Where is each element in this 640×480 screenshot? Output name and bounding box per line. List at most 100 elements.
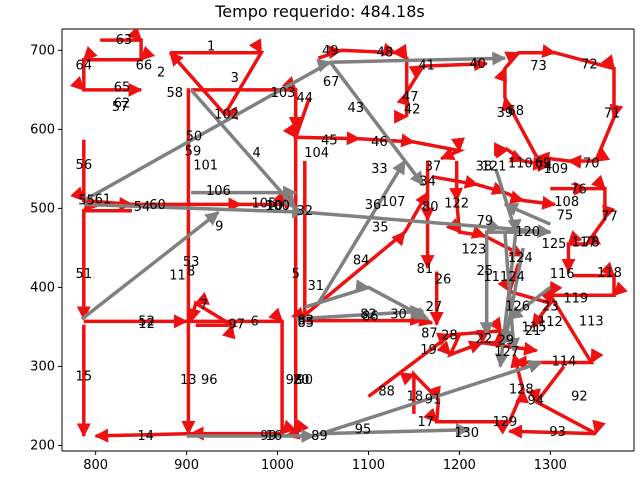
node-label: 25 [477, 264, 494, 279]
node-label: 102 [214, 107, 239, 122]
node-label: 128 [509, 382, 534, 397]
y-tick-label: 400 [30, 280, 55, 295]
travel-segment [304, 279, 429, 321]
node-label: 49 [322, 44, 339, 59]
y-tick-label: 600 [30, 122, 55, 137]
node-label: 73 [530, 59, 547, 74]
node-label: 36 [365, 198, 382, 213]
travel-segment [322, 423, 470, 438]
node-label: 66 [136, 58, 153, 73]
x-tick-label: 1300 [534, 458, 567, 473]
route-segment [493, 44, 624, 169]
node-label: 21 [525, 324, 542, 339]
node-label: 127 [494, 345, 519, 360]
node-label: 69 [535, 156, 552, 171]
node-label: 115 [522, 321, 547, 336]
node-label: 27 [426, 300, 443, 315]
node-label: 44 [297, 91, 314, 106]
route-segment [168, 38, 265, 121]
route-segment [436, 334, 484, 358]
node-label: 94 [528, 393, 545, 408]
node-label: 45 [321, 133, 338, 148]
travel-segment [313, 359, 543, 438]
node-label: 100 [265, 199, 290, 214]
node-label: 71 [604, 107, 621, 122]
node-label: 82 [360, 307, 377, 322]
node-label: 8 [187, 265, 195, 280]
node-label: 85 [297, 316, 314, 331]
node-label: 67 [323, 75, 340, 90]
node-label: 111 [483, 270, 508, 285]
node-label: 20 [293, 373, 310, 388]
route-segment [508, 365, 606, 439]
node-label: 65 [114, 80, 131, 95]
node-label: 104 [304, 146, 329, 161]
node-label: 121 [482, 160, 507, 175]
node-label: 86 [362, 310, 379, 325]
node-label: 77 [601, 209, 618, 224]
node-label: 40 [469, 57, 486, 72]
node-label: 89 [311, 429, 328, 444]
node-label: 119 [563, 291, 588, 306]
node-label: 30 [390, 307, 407, 322]
node-label: 9 [215, 220, 223, 235]
node-label: 59 [185, 144, 202, 159]
node-label: 103 [271, 86, 296, 101]
node-label: 87 [421, 326, 438, 341]
travel-segment [80, 210, 220, 321]
node-label: 58 [166, 86, 183, 101]
node-label: 96 [201, 373, 218, 388]
node-label: 57 [112, 100, 129, 115]
x-tick-label: 800 [83, 458, 108, 473]
node-label: 62 [114, 96, 131, 111]
node-label: 125 [542, 237, 567, 252]
node-label: 123 [462, 242, 487, 257]
node-label: 114 [552, 355, 577, 370]
node-label: 83 [297, 314, 314, 329]
node-label: 97 [228, 318, 245, 333]
node-label: 56 [76, 158, 93, 173]
y-tick-label: 500 [30, 201, 55, 216]
node-label: 81 [417, 262, 434, 277]
node-label: 1 [207, 39, 215, 54]
plot-frame [61, 28, 635, 452]
x-tick-label: 1200 [443, 458, 476, 473]
node-label: 14 [137, 429, 154, 444]
node-label: 61 [95, 193, 112, 208]
travel-segment [328, 61, 425, 186]
node-label: 31 [307, 279, 324, 294]
node-label: 60 [149, 198, 166, 213]
node-label: 35 [372, 220, 389, 235]
travel-segment [479, 218, 551, 337]
travel-segment [508, 286, 552, 321]
travel-segment [295, 304, 425, 321]
node-label: 38 [476, 160, 493, 175]
node-label: 99 [260, 429, 277, 444]
node-label: 113 [579, 314, 604, 329]
node-label: 52 [138, 314, 155, 329]
node-label: 129 [492, 415, 517, 430]
node-label: 72 [581, 58, 598, 73]
node-label: 48 [377, 46, 394, 61]
node-label: 32 [297, 204, 314, 219]
node-label: 13 [180, 373, 197, 388]
node-label: 78 [583, 235, 600, 250]
node-label: 41 [418, 58, 435, 73]
route-segment [512, 261, 628, 370]
travel-segment [189, 88, 298, 210]
y-tick-label: 200 [30, 438, 55, 453]
node-label: 84 [353, 254, 370, 269]
x-tick-label: 900 [174, 458, 199, 473]
node-label: 43 [347, 101, 364, 116]
node-label: 15 [76, 370, 93, 385]
x-tick-label: 1100 [352, 458, 385, 473]
node-label: 6 [251, 314, 259, 329]
node-label: 98 [286, 373, 303, 388]
node-label: 10 [267, 199, 284, 214]
route-segment [290, 161, 434, 327]
route-segment [76, 196, 132, 321]
node-label: 64 [76, 58, 93, 73]
node-label: 116 [550, 267, 575, 282]
node-label: 29 [498, 333, 515, 348]
route-segment [399, 353, 530, 435]
